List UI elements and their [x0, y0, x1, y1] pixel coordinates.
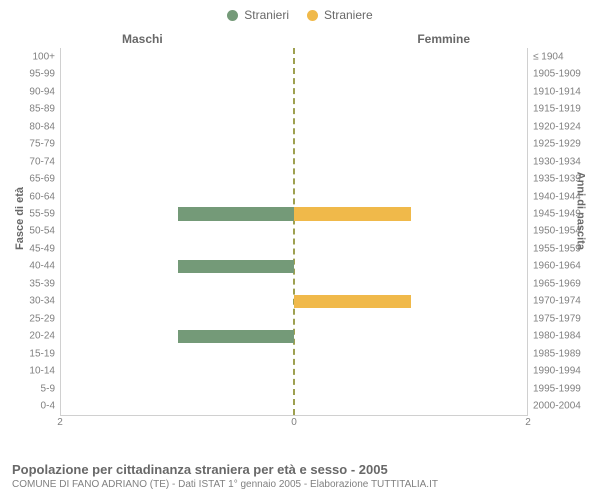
- age-label: 20-24: [29, 331, 61, 342]
- chart-row: 85-891915-1919: [61, 100, 527, 117]
- age-label: 5-9: [41, 383, 61, 394]
- chart-row: 5-91995-1999: [61, 380, 527, 397]
- age-label: 90-94: [29, 86, 61, 97]
- chart-row: 80-841920-1924: [61, 118, 527, 135]
- year-label: 1920-1924: [527, 121, 581, 132]
- y-axis-title-left: Fasce di età: [14, 187, 26, 250]
- year-label: 1995-1999: [527, 383, 581, 394]
- age-label: 85-89: [29, 104, 61, 115]
- year-label: 1985-1989: [527, 348, 581, 359]
- chart-row: 60-641940-1944: [61, 188, 527, 205]
- chart-row: 65-691935-1939: [61, 170, 527, 187]
- chart-row: 0-42000-2004: [61, 398, 527, 415]
- year-label: 1975-1979: [527, 313, 581, 324]
- bar-male: [178, 330, 295, 343]
- age-label: 25-29: [29, 313, 61, 324]
- age-label: 30-34: [29, 296, 61, 307]
- year-label: 1970-1974: [527, 296, 581, 307]
- year-label: 1945-1949: [527, 209, 581, 220]
- age-label: 70-74: [29, 156, 61, 167]
- age-label: 100+: [32, 51, 61, 62]
- bar-female: [294, 207, 411, 220]
- caption-subtitle: COMUNE DI FANO ADRIANO (TE) - Dati ISTAT…: [12, 479, 588, 490]
- chart-row: 90-941910-1914: [61, 83, 527, 100]
- year-label: 1915-1919: [527, 104, 581, 115]
- x-tick: 2: [57, 417, 63, 428]
- year-label: 1965-1969: [527, 278, 581, 289]
- chart-row: 50-541950-1954: [61, 223, 527, 240]
- chart-row: 70-741930-1934: [61, 153, 527, 170]
- year-label: 1990-1994: [527, 366, 581, 377]
- year-label: 1960-1964: [527, 261, 581, 272]
- age-label: 40-44: [29, 261, 61, 272]
- age-label: 55-59: [29, 209, 61, 220]
- age-label: 60-64: [29, 191, 61, 202]
- header-maschi: Maschi: [122, 32, 163, 46]
- chart-row: 30-341970-1974: [61, 293, 527, 310]
- chart-row: 75-791925-1929: [61, 135, 527, 152]
- caption-title: Popolazione per cittadinanza straniera p…: [12, 462, 588, 477]
- chart-row: 95-991905-1909: [61, 65, 527, 82]
- year-label: 1980-1984: [527, 331, 581, 342]
- bar-male: [178, 207, 295, 220]
- legend-swatch-straniere: [307, 10, 318, 21]
- age-label: 50-54: [29, 226, 61, 237]
- x-axis: 2 0 2: [60, 416, 528, 430]
- chart-row: 25-291975-1979: [61, 310, 527, 327]
- legend-label-straniere: Straniere: [324, 8, 373, 22]
- bar-female: [294, 295, 411, 308]
- chart-row: 35-391965-1969: [61, 275, 527, 292]
- year-label: 1910-1914: [527, 86, 581, 97]
- year-label: 1925-1929: [527, 139, 581, 150]
- chart-row: 45-491955-1959: [61, 240, 527, 257]
- plot: 100+≤ 190495-991905-190990-941910-191485…: [60, 48, 528, 416]
- x-tick: 2: [525, 417, 531, 428]
- legend: Stranieri Straniere: [0, 0, 600, 26]
- age-label: 15-19: [29, 348, 61, 359]
- year-label: 1930-1934: [527, 156, 581, 167]
- year-label: 1905-1909: [527, 69, 581, 80]
- age-label: 80-84: [29, 121, 61, 132]
- age-label: 75-79: [29, 139, 61, 150]
- year-label: 2000-2004: [527, 401, 581, 412]
- year-label: 1955-1959: [527, 243, 581, 254]
- age-label: 0-4: [41, 401, 61, 412]
- age-label: 35-39: [29, 278, 61, 289]
- legend-item-stranieri: Stranieri: [227, 8, 289, 22]
- chart-row: 10-141990-1994: [61, 363, 527, 380]
- legend-swatch-stranieri: [227, 10, 238, 21]
- x-tick: 0: [291, 417, 297, 428]
- year-label: ≤ 1904: [527, 51, 564, 62]
- caption: Popolazione per cittadinanza straniera p…: [12, 462, 588, 490]
- legend-item-straniere: Straniere: [307, 8, 373, 22]
- year-label: 1940-1944: [527, 191, 581, 202]
- year-label: 1950-1954: [527, 226, 581, 237]
- age-label: 10-14: [29, 366, 61, 377]
- age-label: 65-69: [29, 174, 61, 185]
- legend-label-stranieri: Stranieri: [244, 8, 289, 22]
- chart-row: 15-191985-1989: [61, 345, 527, 362]
- chart-row: 20-241980-1984: [61, 328, 527, 345]
- age-label: 45-49: [29, 243, 61, 254]
- bar-male: [178, 260, 295, 273]
- chart-row: 55-591945-1949: [61, 205, 527, 222]
- year-label: 1935-1939: [527, 174, 581, 185]
- age-label: 95-99: [29, 69, 61, 80]
- chart-row: 100+≤ 1904: [61, 48, 527, 65]
- header-femmine: Femmine: [417, 32, 470, 46]
- chart-area: 100+≤ 190495-991905-190990-941910-191485…: [60, 48, 528, 430]
- chart-row: 40-441960-1964: [61, 258, 527, 275]
